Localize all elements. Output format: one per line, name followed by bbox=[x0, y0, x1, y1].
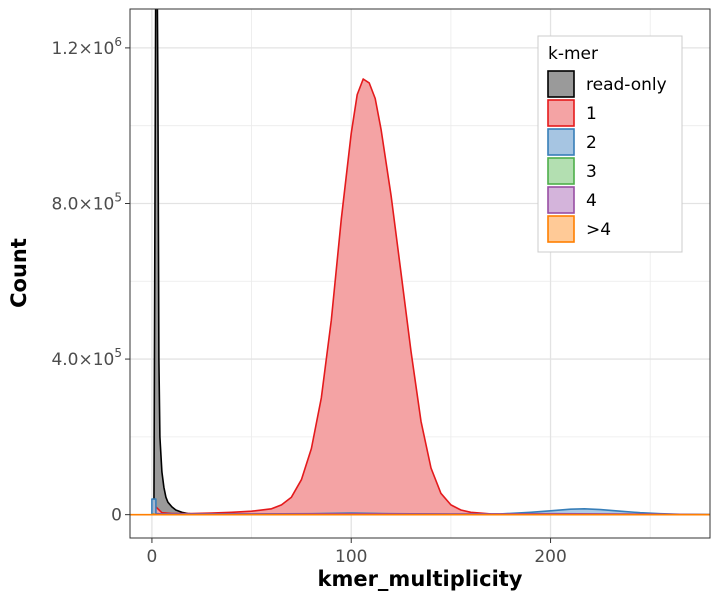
legend-entry: 1 bbox=[547, 99, 597, 127]
legend-label: read-only bbox=[586, 75, 667, 95]
panel-border bbox=[129, 8, 711, 539]
legend-title: k-mer bbox=[548, 44, 598, 64]
legend-entry: 3 bbox=[547, 157, 597, 185]
legend-key bbox=[547, 157, 575, 185]
y-tick-label: 8.0×105 bbox=[51, 190, 122, 214]
legend-entry: read-only bbox=[547, 70, 667, 98]
legend-label: >4 bbox=[586, 220, 611, 240]
legend-entry: >4 bbox=[547, 215, 611, 243]
y-tick-label: 0 bbox=[111, 506, 122, 526]
ticks: 0 100 200 0 4.0×105 8.0×105 1.2×106 bbox=[51, 35, 566, 567]
legend-label: 4 bbox=[586, 191, 597, 211]
y-axis-title: Count bbox=[7, 238, 31, 308]
legend-key bbox=[547, 70, 575, 98]
legend-entry: 4 bbox=[547, 186, 597, 214]
legend-key bbox=[547, 215, 575, 243]
legend-entries: read-only 1 2 3 4 >4 bbox=[547, 70, 667, 243]
legend-key bbox=[547, 186, 575, 214]
legend-key bbox=[547, 128, 575, 156]
x-axis-title: kmer_multiplicity bbox=[317, 567, 522, 591]
legend-label: 2 bbox=[586, 133, 597, 153]
y-tick-label: 4.0×105 bbox=[51, 346, 122, 370]
series-layer bbox=[130, 9, 710, 516]
legend-entry: 2 bbox=[547, 128, 597, 156]
legend-key bbox=[547, 99, 575, 127]
legend-label: 1 bbox=[586, 104, 597, 124]
x-tick-label: 100 bbox=[335, 547, 367, 567]
x-tick-label: 200 bbox=[534, 547, 566, 567]
legend: k-mer read-only 1 2 3 4 >4 bbox=[537, 35, 683, 253]
legend-label: 3 bbox=[586, 162, 597, 182]
x-tick-label: 0 bbox=[147, 547, 158, 567]
y-tick-label: 1.2×106 bbox=[51, 35, 122, 59]
